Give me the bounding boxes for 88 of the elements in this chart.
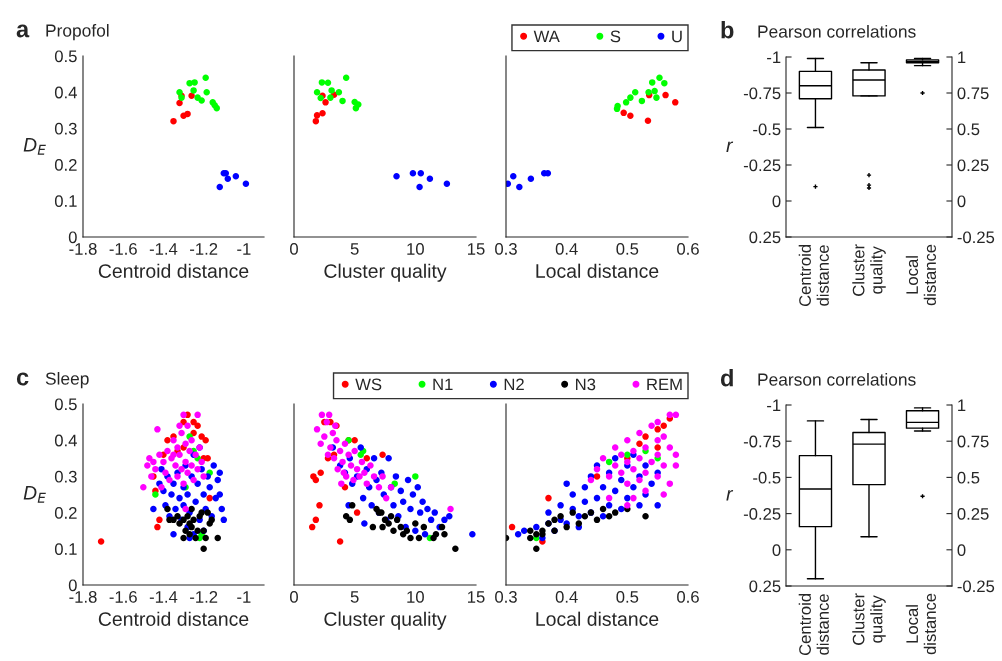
y-axis-title: D$_{E}$ bbox=[23, 486, 46, 503]
x-tick-label: Local distance bbox=[905, 244, 936, 306]
text: a bbox=[16, 24, 30, 38]
y-tick-label: 0 bbox=[68, 579, 77, 592]
chart-title: Pearson correlations bbox=[758, 24, 916, 38]
x-tick-label: 0.4 bbox=[555, 591, 578, 603]
x-tick-label: -1.8 bbox=[69, 243, 97, 255]
x-tick-label: 0.3 bbox=[495, 243, 517, 255]
y-axis-title: r bbox=[726, 490, 734, 501]
chart-title: Pearson correlations bbox=[758, 372, 916, 386]
x-tick-label: -1.8 bbox=[69, 591, 97, 603]
x-tick-label: -1.2 bbox=[190, 243, 218, 255]
y-tick-label: 0 bbox=[68, 231, 77, 244]
y2-tick-label: 0.5 bbox=[957, 123, 980, 136]
y2-tick-label: 0 bbox=[957, 544, 966, 556]
y-axis-title: r bbox=[726, 141, 734, 153]
legend-label: WA bbox=[533, 30, 560, 43]
legend-label: WS bbox=[355, 378, 382, 391]
legend-label: N2 bbox=[504, 378, 524, 391]
x-tick-label: Centroid distance bbox=[798, 245, 829, 307]
x-tick-label: 0.3 bbox=[495, 591, 517, 603]
text: b bbox=[721, 21, 734, 39]
x-tick-label: 5 bbox=[350, 591, 359, 603]
x-tick-label: 15 bbox=[468, 591, 485, 603]
y-tick-label: -0.25 bbox=[743, 159, 781, 172]
x-tick-label: -1.2 bbox=[190, 591, 218, 603]
x-tick-label: 0.4 bbox=[555, 243, 578, 255]
y-tick-label: 0.1 bbox=[54, 195, 77, 207]
x-tick-label: Local distance bbox=[905, 593, 936, 655]
chart-title: Sleep bbox=[45, 371, 89, 389]
x-tick-label: -1 bbox=[237, 243, 251, 255]
x-tick-label: 0.5 bbox=[616, 591, 639, 603]
y2-tick-label: -0.25 bbox=[957, 580, 995, 593]
y-tick-label: 0.25 bbox=[749, 580, 781, 593]
text: c bbox=[16, 372, 29, 386]
y2-tick-label: -0.25 bbox=[957, 231, 995, 244]
y2-tick-label: 0.25 bbox=[957, 159, 989, 172]
x-tick-label: 0.6 bbox=[677, 243, 699, 255]
text: d bbox=[720, 369, 733, 387]
y2-tick-label: 1 bbox=[958, 399, 966, 412]
y2-tick-label: 0.75 bbox=[957, 435, 989, 448]
x-tick-label: -1.6 bbox=[109, 243, 137, 255]
y2-tick-label: 0.5 bbox=[957, 471, 980, 484]
x-tick-label: 0.5 bbox=[616, 243, 639, 255]
y-tick-label: 0.3 bbox=[54, 470, 77, 483]
x-tick-label: 15 bbox=[468, 243, 485, 255]
y2-tick-label: 0.75 bbox=[957, 87, 989, 100]
x-tick-label: Cluster quality bbox=[852, 593, 886, 645]
y-tick-label: 0.3 bbox=[54, 122, 77, 135]
y2-tick-label: 1 bbox=[958, 51, 966, 64]
y-tick-label: -0.75 bbox=[743, 435, 781, 448]
x-tick-label: 5 bbox=[350, 243, 359, 255]
y-tick-label: -1 bbox=[767, 399, 781, 412]
y-tick-label: 0.2 bbox=[54, 507, 77, 519]
y-tick-label: 0.4 bbox=[54, 86, 77, 99]
y-tick-label: 0.2 bbox=[54, 159, 77, 171]
y-tick-label: 0.4 bbox=[54, 434, 77, 447]
y-tick-label: -0.25 bbox=[743, 508, 781, 520]
y-tick-label: 0 bbox=[772, 544, 781, 556]
x-tick-label: Centroid distance bbox=[798, 594, 829, 656]
x-tick-label: Cluster quality bbox=[852, 244, 886, 296]
y-tick-label: 0.5 bbox=[54, 398, 77, 411]
y-tick-label: 0 bbox=[772, 195, 781, 208]
x-tick-label: -1.4 bbox=[149, 243, 178, 255]
y-tick-label: -0.5 bbox=[753, 123, 781, 136]
chart-title: Propofol bbox=[46, 23, 109, 41]
legend-label: S bbox=[610, 30, 621, 43]
x-tick-label: 10 bbox=[407, 591, 424, 603]
x-tick-label: 0.6 bbox=[677, 591, 699, 603]
y-tick-label: -0.5 bbox=[753, 471, 781, 484]
x-tick-label: -1.4 bbox=[149, 591, 178, 603]
legend-label: U bbox=[672, 30, 682, 43]
y2-tick-label: 0 bbox=[957, 195, 966, 208]
x-tick-label: 10 bbox=[407, 243, 424, 255]
legend-label: N1 bbox=[433, 378, 453, 391]
y2-tick-label: 0.25 bbox=[957, 508, 989, 520]
y-tick-label: 0.25 bbox=[749, 231, 781, 244]
x-tick-label: 0 bbox=[290, 243, 298, 255]
legend-label: N3 bbox=[576, 378, 596, 391]
y-axis-title: D$_{E}$ bbox=[23, 138, 46, 155]
legend-label: REM bbox=[647, 378, 682, 391]
y-tick-label: -1 bbox=[767, 51, 781, 64]
y-tick-label: 0.5 bbox=[54, 50, 77, 63]
x-tick-label: 0 bbox=[290, 591, 298, 603]
x-tick-label: -1.6 bbox=[109, 591, 137, 603]
y-tick-label: 0.1 bbox=[54, 543, 77, 555]
y-tick-label: -0.75 bbox=[743, 87, 781, 100]
x-tick-label: -1 bbox=[237, 591, 251, 603]
